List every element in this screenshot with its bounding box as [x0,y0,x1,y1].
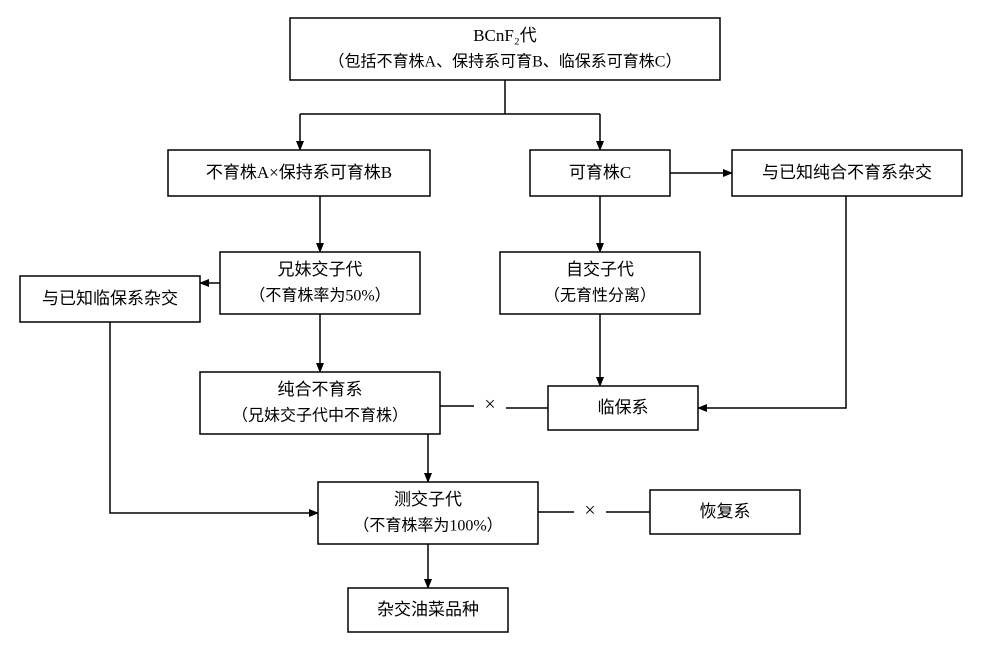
node-sib-line2: （不育株率为50%） [249,287,390,305]
node-sib-line1: 兄妹交子代 [278,260,363,279]
node-top-line2: （包括不育株A、保持系可育B、临保系可育株C） [329,53,682,71]
node-pure_sterile-line2: （兄妹交子代中不育株） [232,407,408,425]
node-final-text: 杂交油菜品种 [377,600,479,619]
edge-knownright-to-linbao [698,196,846,408]
node-known_cross_right-text: 与已知纯合不育系杂交 [762,163,932,182]
node-restore-text: 恢复系 [700,502,751,521]
flowchart: BCnF₂代 （包括不育株A、保持系可育B、临保系可育株C） 不育株A×保持系可育株… [0,0,1000,648]
node-linbao-text: 临保系 [598,398,649,417]
node-pure_sterile-line1: 纯合不育系 [278,380,363,399]
node-known_cross_left-text: 与已知临保系杂交 [42,289,178,308]
node-self-line1: 自交子代 [566,260,634,279]
cross-x2: × [584,500,595,522]
node-left1-text: 不育株A×保持系可育株B [206,163,392,182]
node-testcross-line2: （不育株率为100%） [353,517,502,535]
node-c-text: 可育株C [569,163,631,182]
node-top-line1: BCnF₂代 [473,26,537,45]
node-self-line2: （无育性分离） [544,287,656,305]
cross-x1: × [484,394,495,416]
node-testcross-line1: 测交子代 [394,490,462,509]
